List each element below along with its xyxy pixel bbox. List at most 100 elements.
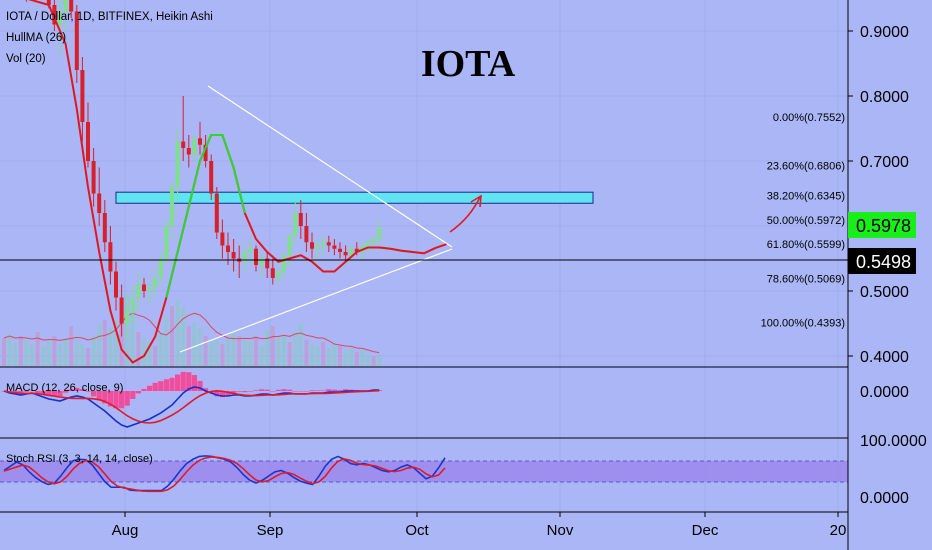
volume-bar bbox=[18, 336, 23, 366]
volume-bar bbox=[52, 336, 57, 366]
volume-bar bbox=[2, 338, 6, 366]
macd-histogram-bar bbox=[51, 391, 57, 397]
volume-bar bbox=[80, 344, 85, 366]
candle-body bbox=[97, 193, 102, 213]
candle-body bbox=[377, 227, 382, 239]
candle-body bbox=[91, 161, 96, 194]
candle-body bbox=[220, 232, 225, 246]
candle-body bbox=[114, 271, 118, 298]
candle-body bbox=[52, 5, 57, 25]
volume-label: Vol (20) bbox=[6, 53, 46, 65]
volume-bar bbox=[142, 338, 146, 366]
price-tick-label: 0.5000 bbox=[860, 284, 909, 301]
volume-bar bbox=[377, 356, 382, 366]
macd-histogram-bar bbox=[35, 391, 41, 393]
stoch-d-line bbox=[3, 456, 446, 493]
candle-body bbox=[366, 242, 370, 246]
candle-body bbox=[315, 245, 320, 249]
volume-bar bbox=[237, 336, 242, 366]
last-price-tag bbox=[848, 212, 916, 238]
volume-bar bbox=[136, 332, 141, 366]
volume-bar bbox=[242, 340, 247, 366]
volume-bar bbox=[209, 342, 214, 366]
volume-bar bbox=[41, 346, 46, 366]
macd-histogram-bar bbox=[96, 391, 102, 401]
triangle-lower-line[interactable] bbox=[179, 248, 453, 353]
macd-histogram-bar bbox=[331, 389, 337, 391]
volume-bar bbox=[91, 336, 96, 366]
macd-histogram-bar bbox=[152, 382, 158, 391]
volume-bar bbox=[276, 338, 281, 366]
candle-body bbox=[259, 258, 264, 265]
macd-histogram-bar bbox=[281, 389, 287, 391]
time-tick-label: Nov bbox=[547, 522, 574, 539]
candle-body bbox=[186, 148, 191, 155]
volume-bar bbox=[46, 340, 51, 366]
candle-body bbox=[332, 245, 337, 249]
candle-body bbox=[298, 213, 303, 226]
macd-histogram-bar bbox=[337, 390, 343, 391]
volume-bar bbox=[293, 332, 298, 366]
macd-signal-line bbox=[3, 389, 380, 424]
candle-body bbox=[102, 213, 107, 243]
candle-body bbox=[136, 284, 141, 298]
macd-histogram-bar bbox=[203, 388, 209, 391]
macd-histogram-bar bbox=[169, 377, 175, 391]
candle-body bbox=[181, 141, 186, 148]
macd-histogram-bar bbox=[141, 388, 147, 391]
candle-body bbox=[310, 242, 314, 249]
volume-bar bbox=[287, 342, 292, 366]
volume-bar bbox=[114, 322, 118, 366]
projection-arrow[interactable] bbox=[449, 196, 481, 233]
macd-histogram-bar bbox=[292, 391, 298, 392]
fib-label: 50.00%(0.5972) bbox=[767, 215, 845, 227]
level-price-tag bbox=[848, 248, 916, 274]
volume-bar bbox=[164, 318, 169, 366]
macd-histogram-bar bbox=[253, 390, 259, 391]
candle-body bbox=[142, 284, 146, 291]
macd-histogram-bar bbox=[219, 391, 225, 398]
volume-bar bbox=[248, 342, 253, 366]
time-tick-label: Sep bbox=[257, 522, 284, 539]
stoch-tick-label: 0.0000 bbox=[860, 490, 909, 507]
fib-label: 61.80%(0.5599) bbox=[767, 239, 845, 251]
volume-bar bbox=[24, 340, 29, 366]
volume-bar bbox=[175, 300, 180, 366]
price-tick-label: 0.9000 bbox=[860, 24, 909, 41]
macd-histogram-bar bbox=[303, 391, 309, 392]
macd-histogram-bar bbox=[29, 390, 35, 392]
macd-histogram-bar bbox=[18, 391, 24, 394]
candle-body bbox=[254, 248, 258, 265]
triangle-upper-line[interactable] bbox=[207, 85, 453, 248]
volume-bar bbox=[265, 330, 270, 366]
candle-body bbox=[248, 248, 253, 252]
volume-bar bbox=[35, 332, 40, 366]
macd-histogram-bar bbox=[91, 391, 97, 397]
candle-body bbox=[304, 226, 309, 243]
macd-histogram-bar bbox=[270, 391, 276, 392]
volume-bar bbox=[343, 350, 348, 366]
time-tick-label: Oct bbox=[405, 522, 429, 539]
volume-bar bbox=[315, 346, 320, 366]
volume-bar bbox=[321, 342, 326, 366]
macd-histogram-bar bbox=[275, 389, 281, 391]
price-tick-label: 0.7000 bbox=[860, 154, 909, 171]
macd-histogram-bar bbox=[23, 391, 29, 392]
stoch-rsi-pane bbox=[0, 455, 848, 493]
resistance-zone[interactable] bbox=[115, 191, 594, 204]
macd-histogram-bar bbox=[57, 391, 63, 397]
macd-pane bbox=[1, 371, 382, 428]
macd-histogram-bar bbox=[186, 372, 192, 391]
macd-histogram-bar bbox=[259, 389, 265, 391]
chart-title: IOTA bbox=[421, 43, 516, 85]
candle-body bbox=[343, 252, 348, 256]
candle-body bbox=[74, 11, 79, 70]
macd-histogram-bar bbox=[287, 389, 293, 391]
symbol-header: IOTA / Dollar, 1D, BITFINEX, Heikin Ashi bbox=[6, 11, 213, 23]
volume-bar bbox=[86, 348, 90, 366]
time-tick-label: 20 bbox=[830, 522, 847, 539]
hullma-label: HullMA (26) bbox=[6, 32, 66, 44]
volume-bar bbox=[170, 306, 174, 366]
macd-histogram-bar bbox=[135, 391, 141, 394]
